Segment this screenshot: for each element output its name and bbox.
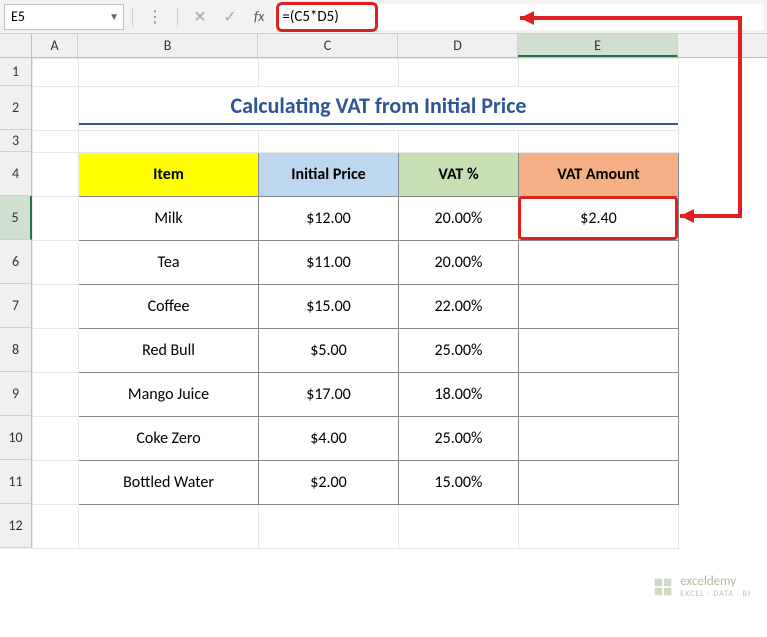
- table-row: Coffee $15.00 22.00%: [33, 285, 679, 329]
- cell-vatp[interactable]: 22.00%: [399, 285, 519, 329]
- cell-item[interactable]: Coffee: [79, 285, 259, 329]
- cell-vata[interactable]: [519, 373, 679, 417]
- cell-vatp[interactable]: 25.00%: [399, 329, 519, 373]
- cell-item[interactable]: Tea: [79, 241, 259, 285]
- formula-bar: E5 ▼ ⋮ ✕ ✓ fx =(C5*D5): [0, 0, 767, 34]
- cell-price[interactable]: $5.00: [259, 329, 399, 373]
- cell-vatp[interactable]: 25.00%: [399, 417, 519, 461]
- fx-label[interactable]: fx: [246, 8, 272, 25]
- cell-item[interactable]: Coke Zero: [79, 417, 259, 461]
- cell-item[interactable]: Milk: [79, 197, 259, 241]
- row-header-5[interactable]: 5: [0, 196, 32, 240]
- row-header-4[interactable]: 4: [0, 152, 32, 196]
- sheet-title: Calculating VAT from Initial Price: [79, 92, 678, 125]
- table-row: Milk $12.00 20.00% $2.40: [33, 197, 679, 241]
- col-header-C[interactable]: C: [258, 34, 398, 57]
- row-header-11[interactable]: 11: [0, 460, 32, 504]
- confirm-icon[interactable]: ✓: [216, 4, 244, 30]
- cell-reference: E5: [11, 8, 25, 25]
- table-row: Coke Zero $4.00 25.00%: [33, 417, 679, 461]
- name-box[interactable]: E5 ▼: [4, 4, 124, 30]
- header-item[interactable]: Item: [79, 153, 259, 197]
- col-header-A[interactable]: A: [32, 34, 78, 57]
- header-price[interactable]: Initial Price: [259, 153, 399, 197]
- formula-text: =(C5*D5): [282, 8, 338, 26]
- cell-item[interactable]: Bottled Water: [79, 461, 259, 505]
- cell-vata[interactable]: $2.40: [519, 197, 679, 241]
- cell-vata[interactable]: [519, 461, 679, 505]
- spreadsheet-area: A B C D E 1 2 3 4 5 6 7 8 9 10 11 12 Cal…: [0, 34, 767, 549]
- cell-vatp[interactable]: 20.00%: [399, 241, 519, 285]
- watermark-brand: exceldemy: [680, 574, 751, 589]
- cell-vatp[interactable]: 15.00%: [399, 461, 519, 505]
- row-header-7[interactable]: 7: [0, 284, 32, 328]
- row-header-6[interactable]: 6: [0, 240, 32, 284]
- divider: [132, 7, 133, 27]
- cell-item[interactable]: Mango Juice: [79, 373, 259, 417]
- row-header-1[interactable]: 1: [0, 58, 32, 86]
- row-header-9[interactable]: 9: [0, 372, 32, 416]
- header-vatp[interactable]: VAT %: [399, 153, 519, 197]
- row-header-12[interactable]: 12: [0, 504, 32, 548]
- watermark-icon: [652, 576, 674, 598]
- row-header-10[interactable]: 10: [0, 416, 32, 460]
- col-header-D[interactable]: D: [398, 34, 518, 57]
- table-row: Bottled Water $2.00 15.00%: [33, 461, 679, 505]
- watermark: exceldemy EXCEL · DATA · BI: [652, 574, 751, 599]
- cell-price[interactable]: $15.00: [259, 285, 399, 329]
- select-all-corner[interactable]: [0, 34, 32, 57]
- cell-item[interactable]: Red Bull: [79, 329, 259, 373]
- cancel-icon[interactable]: ✕: [186, 4, 214, 30]
- cell-price[interactable]: $12.00: [259, 197, 399, 241]
- cell-vata[interactable]: [519, 417, 679, 461]
- col-header-B[interactable]: B: [78, 34, 258, 57]
- watermark-tagline: EXCEL · DATA · BI: [680, 589, 751, 599]
- row-header-2[interactable]: 2: [0, 86, 32, 130]
- col-header-E[interactable]: E: [518, 34, 678, 57]
- divider: [177, 7, 178, 27]
- cell-vata[interactable]: [519, 285, 679, 329]
- cell-vatp[interactable]: 20.00%: [399, 197, 519, 241]
- cell-price[interactable]: $4.00: [259, 417, 399, 461]
- formula-input[interactable]: =(C5*D5): [274, 4, 763, 30]
- name-box-dropdown-icon[interactable]: ▼: [109, 10, 119, 23]
- dots-icon[interactable]: ⋮: [141, 4, 169, 30]
- cell-vatp[interactable]: 18.00%: [399, 373, 519, 417]
- cell-price[interactable]: $11.00: [259, 241, 399, 285]
- table-row: Red Bull $5.00 25.00%: [33, 329, 679, 373]
- cell-grid: Calculating VAT from Initial Price Item …: [32, 58, 679, 549]
- row-headers: 1 2 3 4 5 6 7 8 9 10 11 12: [0, 58, 32, 549]
- grid: 1 2 3 4 5 6 7 8 9 10 11 12 Calculating V…: [0, 58, 767, 549]
- table-row: Mango Juice $17.00 18.00%: [33, 373, 679, 417]
- cell-price[interactable]: $17.00: [259, 373, 399, 417]
- row-header-3[interactable]: 3: [0, 130, 32, 152]
- cell-vata[interactable]: [519, 329, 679, 373]
- cell-vata[interactable]: [519, 241, 679, 285]
- cells-area[interactable]: Calculating VAT from Initial Price Item …: [32, 58, 767, 549]
- table-row: Tea $11.00 20.00%: [33, 241, 679, 285]
- header-vata[interactable]: VAT Amount: [519, 153, 679, 197]
- row-header-8[interactable]: 8: [0, 328, 32, 372]
- column-headers: A B C D E: [0, 34, 767, 58]
- cell-price[interactable]: $2.00: [259, 461, 399, 505]
